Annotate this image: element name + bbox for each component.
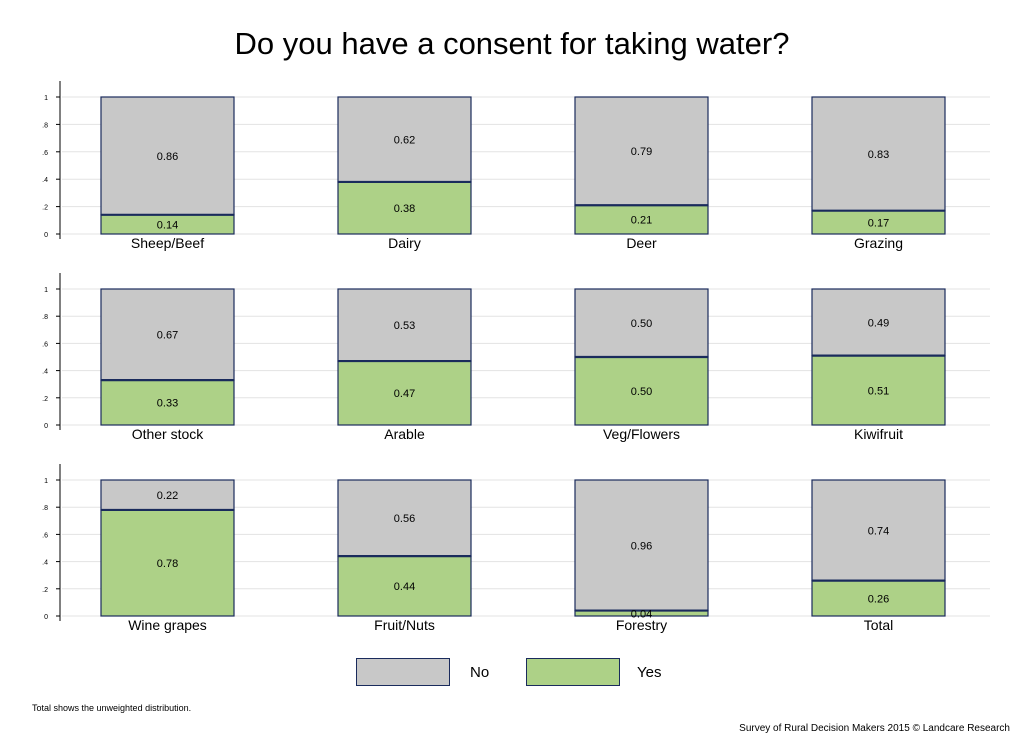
bar-segment-yes [337, 360, 472, 426]
data-label-yes: 0.47 [394, 388, 415, 400]
y-tick-label: .8 [42, 122, 48, 129]
footnote: Total shows the unweighted distribution. [32, 703, 192, 713]
data-label-yes: 0.33 [157, 398, 178, 410]
y-tick-label: .4 [42, 369, 48, 376]
bar-segment-no [100, 96, 235, 216]
bar-segment-yes [811, 355, 946, 426]
bar-segment-yes [811, 580, 946, 617]
legend-swatch-no [356, 658, 450, 686]
category-label: Other stock [132, 426, 205, 442]
bar-segment-no [337, 96, 472, 183]
category-label: Total [864, 617, 894, 633]
data-label-no: 0.79 [631, 146, 652, 158]
bar-segment-yes [337, 181, 472, 235]
data-label-yes: 0.14 [157, 219, 178, 231]
y-tick-label: .4 [42, 560, 48, 567]
bar-segment-no [100, 479, 235, 511]
y-tick-label: .2 [42, 205, 48, 212]
data-label-no: 0.86 [157, 151, 178, 163]
bar-segment-no [100, 288, 235, 381]
data-label-no: 0.53 [394, 320, 415, 332]
legend-label-no: No [470, 664, 490, 681]
y-tick-label: .2 [42, 587, 48, 594]
category-label: Sheep/Beef [131, 235, 204, 251]
data-label-yes: 0.78 [157, 558, 178, 570]
bar-segment-no [337, 479, 472, 557]
legend-swatch-yes [526, 658, 620, 686]
data-label-no: 0.50 [631, 318, 652, 330]
y-tick-label: .6 [42, 341, 48, 348]
data-label-no: 0.56 [394, 513, 415, 525]
data-label-yes: 0.17 [868, 217, 889, 229]
bar-segment-yes [574, 356, 709, 426]
category-label: Wine grapes [128, 617, 207, 633]
y-tick-label: 1 [44, 95, 48, 102]
y-tick-label: 0 [44, 614, 48, 621]
y-tick-label: 0 [44, 423, 48, 430]
data-label-no: 0.62 [394, 134, 415, 146]
data-label-yes: 0.26 [868, 593, 889, 605]
bar-segment-no [574, 96, 709, 206]
y-tick-label: .8 [42, 314, 48, 321]
chart-area: 0 .2 .4 .6 .8 1 0.86 0.14 Sheep/Beef 0.62 0.38 Dair… [42, 81, 990, 633]
data-label-yes: 0.21 [631, 215, 652, 227]
data-label-no: 0.74 [868, 525, 889, 537]
legend-label-yes: Yes [637, 664, 662, 681]
legend: No Yes [356, 658, 676, 690]
y-tick-label: .2 [42, 396, 48, 403]
bar-segment-no [337, 288, 472, 362]
bar-segment-no [811, 96, 946, 212]
data-label-no: 0.96 [631, 540, 652, 552]
category-label: Deer [626, 235, 657, 251]
category-label: Forestry [616, 617, 667, 633]
bar-segment-yes [100, 509, 235, 617]
y-tick-label: 1 [44, 478, 48, 485]
data-label-no: 0.49 [868, 317, 889, 329]
data-label-no: 0.83 [868, 149, 889, 161]
data-label-yes: 0.51 [868, 385, 889, 397]
y-tick-label: .6 [42, 150, 48, 157]
chart-title: Do you have a consent for taking water? [234, 26, 790, 61]
bar-segment-no [811, 288, 946, 357]
category-label: Fruit/Nuts [374, 617, 435, 633]
category-label: Kiwifruit [854, 426, 903, 442]
data-label-yes: 0.04 [631, 608, 652, 620]
data-label-yes: 0.44 [394, 581, 415, 593]
bar-segment-yes [100, 379, 235, 426]
category-label: Grazing [854, 235, 903, 251]
bar-segment-yes [574, 204, 709, 235]
y-tick-label: 0 [44, 232, 48, 239]
category-label: Arable [384, 426, 425, 442]
bar-segment-yes [337, 555, 472, 617]
bar-segment-no [574, 479, 709, 612]
data-label-no: 0.67 [157, 330, 178, 342]
data-label-yes: 0.38 [394, 203, 415, 215]
y-tick-label: 1 [44, 287, 48, 294]
bar-segment-no [574, 288, 709, 358]
y-tick-label: .4 [42, 177, 48, 184]
y-tick-label: .6 [42, 532, 48, 539]
y-tick-label: .8 [42, 505, 48, 512]
bar-segment-no [811, 479, 946, 582]
source-credit: Survey of Rural Decision Makers 2015 © L… [739, 723, 1010, 734]
category-label: Veg/Flowers [603, 426, 680, 442]
data-label-no: 0.22 [157, 490, 178, 502]
category-label: Dairy [388, 235, 421, 251]
data-label-yes: 0.50 [631, 386, 652, 398]
